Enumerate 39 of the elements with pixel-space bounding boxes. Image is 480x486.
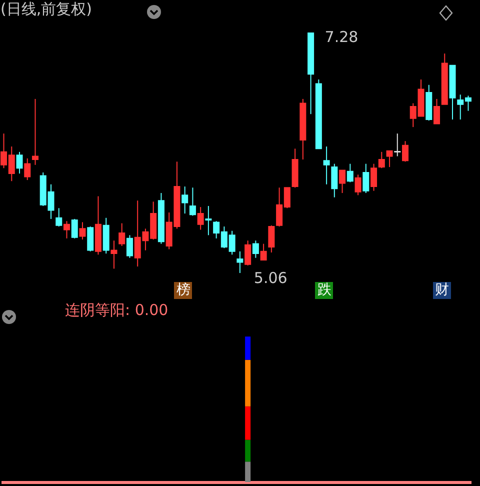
chart-title: 连阴等阳: 0.00	[65, 301, 168, 319]
text: 跌	[315, 282, 334, 299]
candlestick	[331, 163, 338, 198]
candlestick	[252, 240, 259, 258]
candlestick	[118, 222, 126, 246]
candlestick	[24, 158, 31, 181]
candlestick	[402, 140, 409, 162]
candlestick	[63, 220, 70, 239]
candlestick	[126, 234, 133, 258]
candlestick	[197, 206, 204, 230]
text: 榜	[174, 282, 192, 299]
candlestick	[323, 146, 330, 185]
candlestick	[56, 208, 62, 228]
candlestick	[79, 222, 86, 240]
candlestick	[362, 163, 370, 194]
candlestick	[434, 98, 440, 124]
annotation: 5.06	[254, 269, 288, 287]
candlestick	[182, 186, 188, 214]
candlestick	[378, 151, 385, 169]
text: 财	[432, 282, 451, 299]
candlestick	[339, 170, 346, 194]
candlestick	[394, 133, 401, 157]
candlestick	[236, 250, 244, 274]
candlestick	[189, 187, 196, 216]
candlestick	[87, 226, 94, 252]
candlestick	[110, 240, 118, 270]
candlestick	[386, 150, 393, 168]
candlestick	[244, 240, 252, 266]
candlestick	[71, 218, 78, 239]
candlestick	[370, 163, 378, 192]
candlestick	[268, 224, 275, 253]
annotation: 7.28	[324, 28, 358, 46]
candlestick	[32, 98, 38, 166]
candlestick	[346, 163, 354, 183]
candlestick	[16, 151, 23, 174]
candlestick	[260, 243, 267, 261]
candlestick	[205, 205, 212, 236]
candlestick	[354, 174, 362, 196]
chart-title: (日线,前复权)	[0, 0, 92, 18]
